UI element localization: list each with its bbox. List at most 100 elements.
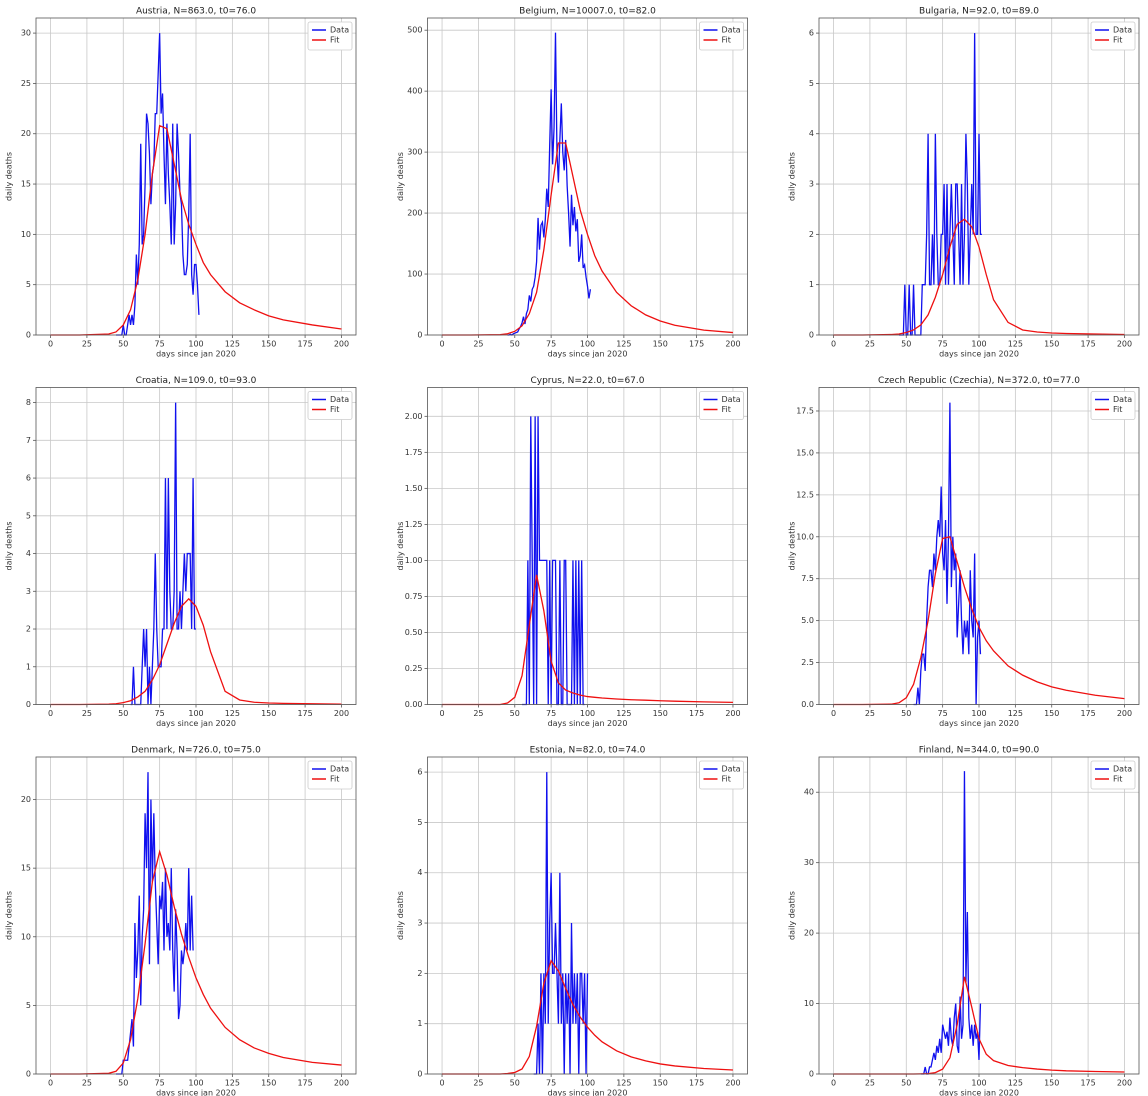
x-tick-label: 25 — [82, 709, 92, 718]
series-line — [50, 597, 342, 706]
x-tick-label: 200 — [1117, 709, 1132, 718]
x-axis-label: days since jan 2020 — [156, 719, 236, 728]
y-tick-label: 15.0 — [796, 448, 814, 457]
x-tick-label: 50 — [510, 709, 520, 718]
x-tick-label: 175 — [297, 709, 312, 718]
legend-label: Data — [330, 26, 349, 35]
y-tick-label: 10.0 — [796, 532, 814, 541]
series-line — [116, 33, 200, 336]
x-tick-label: 125 — [225, 709, 240, 718]
legend-label: Data — [722, 26, 741, 35]
y-tick-label: 1.50 — [405, 484, 423, 493]
legend-box — [1090, 391, 1136, 420]
y-tick-label: 5.0 — [801, 616, 814, 625]
y-tick-label: 2 — [417, 969, 422, 978]
legend-box — [699, 760, 744, 790]
legend-label: Fit — [330, 36, 339, 45]
x-tick-label: 75 — [938, 1079, 948, 1088]
y-tick-label: 8 — [26, 398, 31, 407]
x-tick-label: 200 — [334, 1079, 349, 1088]
y-tick-label: 1.25 — [405, 520, 423, 529]
x-tick-label: 50 — [118, 709, 128, 718]
y-tick-label: 2 — [809, 230, 814, 239]
y-tick-label: 1 — [809, 280, 814, 289]
series-line — [116, 772, 194, 1075]
x-tick-label: 50 — [901, 709, 911, 718]
x-tick-label: 100 — [580, 1079, 595, 1088]
y-tick-label: 0 — [26, 700, 31, 709]
x-tick-label: 175 — [689, 1079, 704, 1088]
x-tick-label: 150 — [653, 1079, 668, 1088]
x-tick-label: 75 — [938, 340, 948, 349]
y-tick-label: 30 — [804, 858, 814, 867]
y-tick-label: 7.5 — [801, 574, 814, 583]
x-tick-label: 125 — [1008, 709, 1023, 718]
y-axis-label: daily deaths — [396, 891, 405, 940]
series-line — [522, 416, 585, 706]
legend-label: Data — [1113, 765, 1132, 774]
x-tick-label: 150 — [261, 1079, 276, 1088]
x-tick-label: 25 — [473, 1079, 483, 1088]
x-tick-label: 50 — [118, 1079, 128, 1088]
chart-title: Croatia, N=109.0, t0=93.0 — [136, 376, 257, 386]
legend-label: Data — [722, 765, 741, 774]
chart-title: Austria, N=863.0, t0=76.0 — [136, 7, 256, 17]
y-tick-label: 30 — [21, 29, 31, 38]
y-tick-label: 4 — [809, 129, 814, 138]
x-tick-label: 75 — [155, 340, 165, 349]
y-tick-label: 6 — [417, 768, 422, 777]
y-tick-label: 4 — [26, 549, 31, 558]
x-tick-label: 200 — [1117, 340, 1132, 349]
y-axis-label: daily deaths — [396, 152, 405, 201]
y-tick-label: 7 — [26, 436, 31, 445]
x-tick-label: 200 — [725, 1079, 740, 1088]
chart-title: Finland, N=344.0, t0=90.0 — [919, 746, 1040, 756]
plot-frame — [35, 17, 357, 336]
x-tick-label: 100 — [580, 340, 595, 349]
y-tick-label: 0.0 — [801, 700, 814, 709]
x-tick-label: 100 — [188, 1079, 203, 1088]
y-tick-label: 0.00 — [405, 700, 423, 709]
chart-title: Denmark, N=726.0, t0=75.0 — [131, 746, 261, 756]
plot-frame — [427, 387, 748, 705]
legend-label: Fit — [330, 405, 339, 414]
y-tick-label: 2.5 — [801, 658, 814, 667]
y-tick-label: 6 — [26, 474, 31, 483]
x-tick-label: 175 — [689, 709, 704, 718]
legend-label: Data — [722, 395, 741, 404]
x-axis-label: days since jan 2020 — [939, 350, 1019, 359]
series-line — [833, 536, 1125, 706]
x-tick-label: 100 — [580, 709, 595, 718]
series-line — [50, 124, 342, 336]
x-tick-label: 0 — [48, 709, 53, 718]
legend-label: Fit — [1113, 775, 1122, 784]
legend-label: Data — [1113, 26, 1132, 35]
plot-frame — [818, 756, 1140, 1075]
x-tick-label: 150 — [261, 340, 276, 349]
legend-box — [307, 760, 353, 790]
y-tick-label: 200 — [407, 209, 422, 218]
x-tick-label: 150 — [1044, 709, 1059, 718]
plot-frame — [35, 387, 357, 705]
x-tick-label: 75 — [155, 1079, 165, 1088]
x-tick-label: 175 — [1080, 709, 1095, 718]
y-axis-label: daily deaths — [396, 522, 405, 571]
y-tick-label: 1 — [26, 662, 31, 671]
plot-frame — [35, 756, 357, 1075]
y-tick-label: 25 — [21, 79, 31, 88]
x-tick-label: 150 — [653, 709, 668, 718]
y-tick-label: 6 — [809, 29, 814, 38]
chart-title: Bulgaria, N=92.0, t0=89.0 — [919, 7, 1039, 17]
y-tick-label: 12.5 — [796, 490, 814, 499]
x-tick-label: 0 — [831, 709, 836, 718]
y-tick-label: 500 — [407, 26, 422, 35]
y-tick-label: 5 — [26, 511, 31, 520]
chart-title: Czech Republic (Czechia), N=372.0, t0=77… — [878, 376, 1080, 386]
x-tick-label: 100 — [188, 340, 203, 349]
plot-frame — [818, 387, 1140, 705]
series-line — [50, 849, 342, 1075]
y-axis-label: daily deaths — [5, 891, 14, 940]
y-tick-label: 20 — [21, 795, 31, 804]
x-tick-label: 25 — [473, 709, 483, 718]
